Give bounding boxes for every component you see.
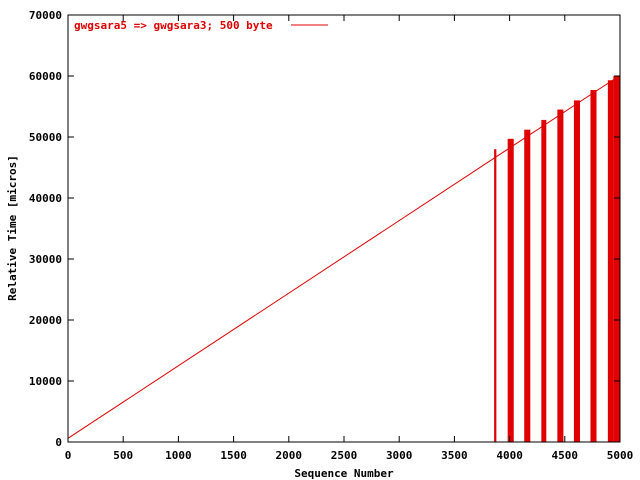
y-axis-label: Relative Time [micros] [6, 155, 19, 301]
series-spike [524, 129, 531, 442]
x-tick-label: 500 [113, 449, 133, 462]
y-tick-label: 30000 [29, 253, 62, 266]
y-tick-label: 70000 [29, 9, 62, 22]
x-tick-label: 3000 [386, 449, 413, 462]
plot-frame [67, 14, 621, 443]
series-spike [507, 138, 514, 442]
y-tick-label: 40000 [29, 192, 62, 205]
x-tick-label: 4500 [552, 449, 579, 462]
x-axis-label: Sequence Number [294, 467, 394, 480]
series-spike [607, 80, 614, 443]
plot-series [67, 74, 621, 443]
x-tick-label: 3500 [441, 449, 468, 462]
series-spike [541, 119, 547, 443]
series-spike [494, 149, 497, 442]
x-tick-label: 5000 [607, 449, 634, 462]
y-tick-label: 10000 [29, 375, 62, 388]
y-tick-label: 20000 [29, 314, 62, 327]
series-line [67, 74, 621, 439]
x-tick-label: 1500 [220, 449, 247, 462]
legend-label: gwgsara5 => gwgsara3; 500 byte [74, 19, 273, 32]
series-spike [590, 90, 597, 442]
x-axis-ticks: 0 500 1000 1500 2000 2500 3000 3500 4000 4500 5000 [65, 15, 634, 462]
y-tick-label: 0 [55, 436, 62, 449]
x-tick-label: 0 [65, 449, 72, 462]
x-tick-label: 2500 [331, 449, 358, 462]
y-axis-ticks: 0 10000 20000 30000 40000 50000 60000 70000 [29, 9, 620, 449]
y-tick-label: 60000 [29, 70, 62, 83]
y-tick-label: 50000 [29, 131, 62, 144]
x-tick-label: 4000 [496, 449, 523, 462]
legend: gwgsara5 => gwgsara3; 500 byte [74, 19, 328, 32]
series-spike [557, 109, 564, 443]
x-tick-label: 1000 [165, 449, 192, 462]
x-tick-label: 2000 [276, 449, 303, 462]
series-spike [573, 100, 580, 443]
